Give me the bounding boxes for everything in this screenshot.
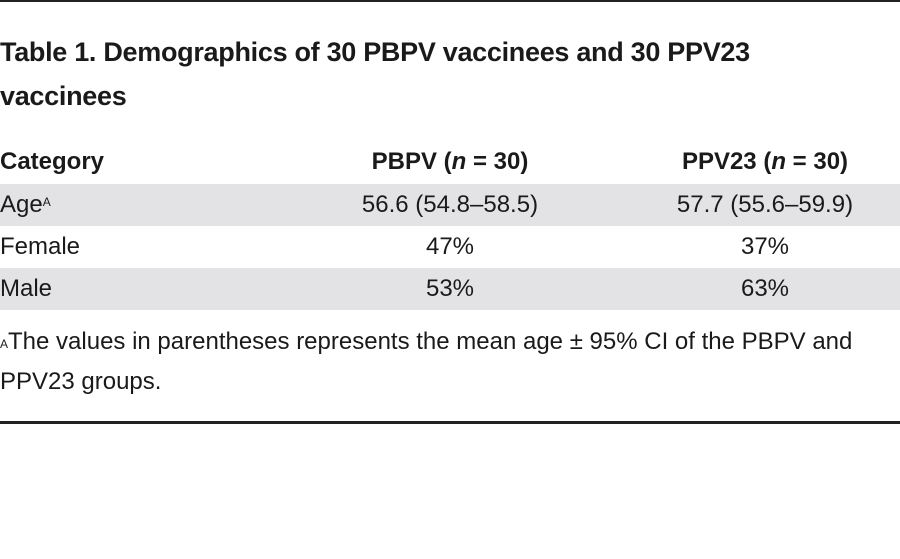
cell-pbpv: 47% <box>425 233 475 260</box>
cell-pbpv: 53% <box>270 268 630 310</box>
header-pbpv-prefix: PBPV ( <box>371 148 452 175</box>
cell-category: Male <box>0 268 270 310</box>
table-row-age: AgeA 56.6 (54.8–58.5) 57.7 (55.6–59.9) <box>0 184 900 226</box>
header-pbpv-suffix: = 30) <box>466 148 529 175</box>
table-row-male: Male 53% 63% <box>0 268 900 310</box>
table-row-female: Female 47% 37% <box>0 226 900 268</box>
table-title: Table 1. Demographics of 30 PBPV vaccine… <box>0 37 750 111</box>
demographics-table: Category PBPV (n = 30) PPV23 (n = 30) Ag… <box>0 140 900 310</box>
top-rule <box>0 0 900 2</box>
header-row: Category PBPV (n = 30) PPV23 (n = 30) <box>0 140 900 184</box>
cell-ppv23: 63% <box>630 268 900 310</box>
header-ppv23-n: n <box>771 148 786 175</box>
cell-pbpv: 56.6 (54.8–58.5) <box>270 184 630 226</box>
header-ppv23-prefix: PPV23 ( <box>681 148 772 175</box>
footnote-text: The values in parentheses represents the… <box>0 328 853 395</box>
cell-ppv23: 37% <box>740 233 790 260</box>
footnote-marker: A <box>42 195 51 209</box>
footnote-marker: A <box>0 337 9 351</box>
header-ppv23-suffix: = 30) <box>786 148 849 175</box>
header-ppv23: PPV23 (n = 30) <box>630 140 900 184</box>
header-category: Category <box>0 148 105 175</box>
header-pbpv-n: n <box>451 148 467 175</box>
cell-category: AgeA <box>0 184 270 226</box>
cell-category-label: Age <box>0 191 43 218</box>
table-footnote: AThe values in parentheses represents th… <box>0 322 895 402</box>
bottom-rule <box>0 421 900 424</box>
header-pbpv: PBPV (n = 30) <box>270 140 630 184</box>
cell-category: Female <box>0 233 81 260</box>
cell-ppv23: 57.7 (55.6–59.9) <box>630 184 900 226</box>
